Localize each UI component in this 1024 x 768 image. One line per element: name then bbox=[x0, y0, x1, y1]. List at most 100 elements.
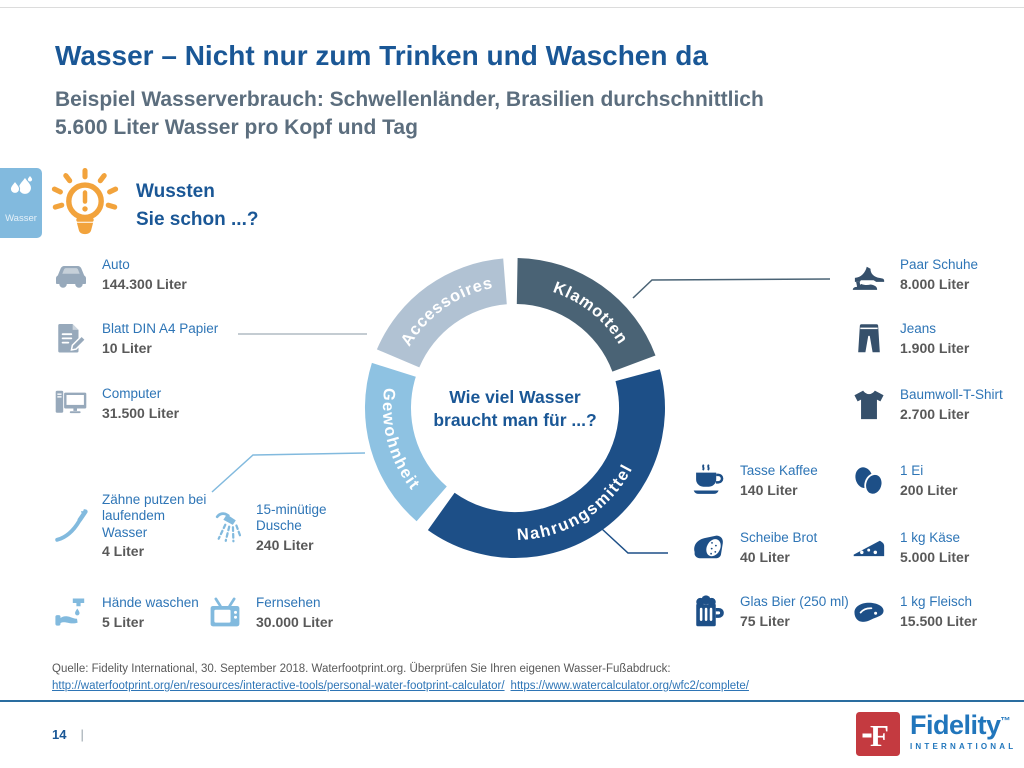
eggs-icon bbox=[850, 462, 887, 499]
item-label: 1 Ei bbox=[900, 463, 924, 479]
item-value: 31.500 Liter bbox=[102, 404, 180, 421]
item-jeans: Jeans 1.900 Liter bbox=[850, 320, 969, 357]
item-label: Tasse Kaffee bbox=[740, 463, 818, 479]
hand-wash-icon bbox=[52, 594, 89, 631]
item-dusche: 15-minütige Dusche 240 Liter bbox=[206, 502, 348, 553]
item-label: Baumwoll-T-Shirt bbox=[900, 387, 1003, 403]
item-kaffee: Tasse Kaffee 140 Liter bbox=[690, 462, 818, 499]
fidelity-f-monogram-icon: F bbox=[856, 712, 900, 756]
logo-subtitle: INTERNATIONAL bbox=[910, 742, 1017, 751]
item-value: 4 Liter bbox=[102, 543, 145, 560]
bread-icon bbox=[690, 529, 727, 566]
callout-heading: Wussten Sie schon ...? bbox=[136, 178, 258, 233]
item-fernsehen: Fernsehen 30.000 Liter bbox=[206, 594, 333, 631]
item-value: 15.500 Liter bbox=[900, 612, 978, 629]
page-number-separator: | bbox=[80, 727, 84, 742]
car-icon bbox=[52, 256, 89, 293]
item-auto: Auto 144.300 Liter bbox=[52, 256, 187, 293]
waterfootprint-link[interactable]: http://waterfootprint.org/en/resources/i… bbox=[52, 680, 505, 693]
item-label: Paar Schuhe bbox=[900, 257, 979, 273]
donut-center-line-2: braucht man für ...? bbox=[433, 410, 596, 430]
subtitle-line-1: Beispiel Wasserverbrauch: Schwellenlände… bbox=[55, 88, 764, 111]
item-schuhe: Paar Schuhe 8.000 Liter bbox=[850, 256, 978, 293]
callout-line-2: Sie schon ...? bbox=[136, 208, 259, 230]
item-label: Fernsehen bbox=[256, 595, 321, 611]
source-links: http://waterfootprint.org/en/resources/i… bbox=[52, 678, 755, 695]
tshirt-icon bbox=[850, 386, 887, 423]
item-label: 1 kg Fleisch bbox=[900, 594, 973, 610]
item-bier: Glas Bier (250 ml) 75 Liter bbox=[690, 593, 849, 630]
item-value: 144.300 Liter bbox=[102, 275, 187, 292]
item-value: 5 Liter bbox=[102, 613, 145, 630]
coffee-icon bbox=[690, 462, 727, 499]
source-footer: Quelle: Fidelity International, 30. Sept… bbox=[52, 661, 755, 696]
bottom-divider bbox=[0, 700, 1024, 702]
item-label: Glas Bier (250 ml) bbox=[740, 594, 849, 610]
computer-icon bbox=[52, 385, 89, 422]
item-haende-waschen: Hände waschen 5 Liter bbox=[52, 594, 199, 631]
segment-klamotten bbox=[516, 258, 656, 372]
subtitle-line-2: 5.600 Liter Wasser pro Kopf und Tag bbox=[55, 116, 418, 140]
watercalculator-link[interactable]: https://www.watercalculator.org/wfc2/com… bbox=[510, 680, 749, 693]
item-value: 40 Liter bbox=[740, 548, 790, 565]
item-value: 2.700 Liter bbox=[900, 405, 970, 422]
fidelity-logo: F Fidelity™ INTERNATIONAL bbox=[856, 712, 1016, 756]
tv-icon bbox=[206, 594, 243, 631]
item-value: 240 Liter bbox=[256, 536, 314, 553]
beer-icon bbox=[690, 593, 727, 630]
item-value: 30.000 Liter bbox=[256, 613, 334, 630]
page-subtitle: Beispiel Wasserverbrauch: Schwellenlände… bbox=[55, 86, 764, 143]
item-papier: Blatt DIN A4 Papier 10 Liter bbox=[52, 320, 218, 357]
segment-gewohnheit bbox=[364, 362, 447, 522]
item-label: Computer bbox=[102, 386, 162, 402]
item-value: 140 Liter bbox=[740, 481, 798, 498]
item-label: Blatt DIN A4 Papier bbox=[102, 321, 219, 337]
item-value: 75 Liter bbox=[740, 612, 790, 629]
tab-label: Wasser bbox=[5, 213, 37, 224]
item-value: 8.000 Liter bbox=[900, 275, 970, 292]
item-label: 15-minütige Dusche bbox=[256, 502, 327, 534]
item-kaese: 1 kg Käse 5.000 Liter bbox=[850, 529, 969, 566]
page-number-value: 14 bbox=[52, 727, 67, 742]
steak-icon bbox=[850, 593, 887, 630]
callout-line-1: Wussten bbox=[136, 181, 215, 202]
sidebar-tab-wasser: Wasser bbox=[0, 168, 42, 238]
item-label: Zähne putzen bei laufendem Wasser bbox=[102, 492, 207, 540]
jeans-icon bbox=[850, 320, 887, 357]
item-label: Hände waschen bbox=[102, 595, 199, 611]
item-label: 1 kg Käse bbox=[900, 530, 961, 546]
lightbulb-icon bbox=[46, 166, 124, 252]
shoes-icon bbox=[850, 256, 887, 293]
item-value: 200 Liter bbox=[900, 481, 958, 498]
toothbrush-icon bbox=[52, 507, 89, 544]
item-computer: Computer 31.500 Liter bbox=[52, 385, 179, 422]
item-value: 1.900 Liter bbox=[900, 339, 970, 356]
item-fleisch: 1 kg Fleisch 15.500 Liter bbox=[850, 593, 977, 630]
logo-wordmark: Fidelity™ INTERNATIONAL bbox=[910, 710, 1017, 752]
page-title: Wasser – Nicht nur zum Trinken und Wasch… bbox=[55, 40, 708, 71]
source-text: Quelle: Fidelity International, 30. Sept… bbox=[52, 663, 671, 675]
donut-center-line-1: Wie viel Wasser bbox=[449, 387, 581, 407]
segment-nahrungsmittel bbox=[427, 369, 665, 558]
water-drops-icon bbox=[6, 174, 36, 209]
item-zaehne-putzen: Zähne putzen bei laufendem Wasser 4 Liter bbox=[52, 492, 214, 559]
water-usage-donut-chart: Klamotten Nahrungsmittel Gewohnheit Acce… bbox=[364, 258, 665, 558]
top-divider bbox=[0, 7, 1024, 8]
item-label: Auto bbox=[102, 257, 130, 273]
item-label: Jeans bbox=[900, 321, 937, 337]
paper-pencil-icon bbox=[52, 320, 89, 357]
logo-brand: Fidelity bbox=[910, 710, 1001, 740]
segment-accessoires bbox=[376, 258, 507, 368]
item-ei: 1 Ei 200 Liter bbox=[850, 462, 958, 499]
logo-tm: ™ bbox=[1000, 716, 1011, 727]
cheese-icon bbox=[850, 529, 887, 566]
shower-icon bbox=[206, 509, 243, 546]
item-value: 5.000 Liter bbox=[900, 548, 970, 565]
item-tshirt: Baumwoll-T-Shirt 2.700 Liter bbox=[850, 386, 1003, 423]
logo-monogram: F bbox=[870, 718, 889, 753]
page-number: 14 | bbox=[52, 727, 84, 742]
item-brot: Scheibe Brot 40 Liter bbox=[690, 529, 817, 566]
item-value: 10 Liter bbox=[102, 339, 152, 356]
item-label: Scheibe Brot bbox=[740, 530, 818, 546]
